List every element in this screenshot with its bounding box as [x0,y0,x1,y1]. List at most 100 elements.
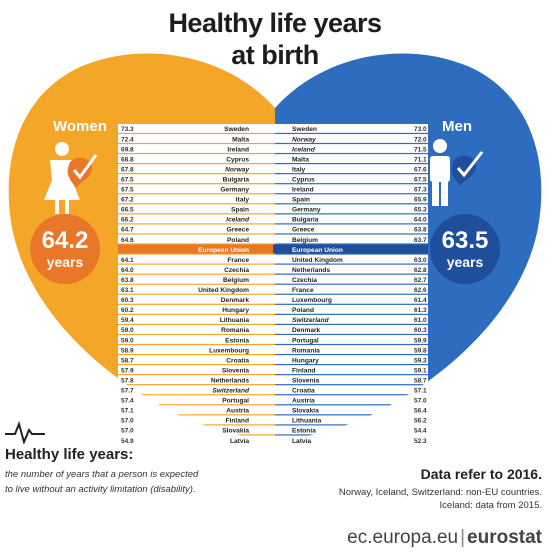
category-label: Spain [292,197,310,204]
category-label: Slovakia [292,408,319,415]
value-label: 57.8 [121,377,134,384]
row-bg [273,164,428,174]
category-label: Romania [221,327,249,334]
row-bg [273,184,428,194]
category-label: Hungary [292,357,319,364]
row-bg [273,375,428,385]
value-label: 57.9 [121,367,134,374]
category-label: Iceland [292,146,316,153]
value-label: 73.0 [414,126,427,133]
value-label: 64.1 [121,257,134,264]
category-label: Portugal [222,398,249,405]
value-label: 67.6 [414,166,427,173]
value-label: 63.8 [121,277,134,284]
category-label: Poland [292,307,314,314]
category-label: Finland [226,418,249,425]
men-heart-icon [451,155,476,186]
row-bg [118,194,273,204]
row-bg [118,425,273,435]
category-label: Germany [220,187,249,194]
value-label: 59.1 [414,367,427,374]
category-label: Italy [292,166,306,173]
row-bg [273,304,428,314]
category-label: Bulgaria [223,176,250,183]
legend-title: Healthy life years: [5,446,134,463]
category-label: Italy [236,197,250,204]
category-label: Greece [292,227,315,234]
row-bg [273,435,428,445]
row-bg [273,154,428,163]
category-label: Romania [292,347,320,354]
row-bg [118,124,273,133]
man-icon-head [433,139,447,153]
value-label: 59.8 [414,347,427,354]
category-label: Austria [226,408,249,415]
row-bg [118,345,273,354]
category-label: Greece [227,227,250,234]
category-label: Sweden [224,126,249,133]
row-bg [118,234,273,244]
category-label: Poland [227,237,249,244]
row-bg [273,204,428,214]
category-label: Denmark [292,327,321,334]
row-bg [118,395,273,405]
row-bg [273,385,428,395]
value-label: 71.5 [414,146,427,153]
value-label: 72.4 [121,136,134,143]
category-label: Slovenia [222,367,249,374]
value-label: 64.6 [121,237,134,244]
man-icon-leg [432,180,439,206]
row-bg [118,325,273,334]
woman-icon-head [55,142,69,156]
value-label: 63.8 [414,227,427,234]
category-label: Bulgaria [292,217,319,224]
value-label: 54.4 [414,428,427,435]
row-bg [273,284,428,294]
women-label: Women [53,118,107,135]
category-label: Slovenia [292,377,319,384]
women-check-icon [72,154,98,180]
row-bg [118,335,273,344]
row-bg [118,134,273,143]
category-label: Switzerland [292,317,330,324]
category-label: Malta [292,156,309,163]
row-bg [273,314,428,324]
row-bg [273,174,428,184]
value-label: 57.7 [121,388,134,395]
row-bg [273,415,428,425]
category-label: Ireland [227,146,249,153]
value-label: 57.1 [121,408,134,415]
men-unit: years [446,254,484,270]
footer-url[interactable]: ec.europa.eu [347,527,459,548]
footer: ec.europa.eu | eurostat [347,527,542,549]
women-value: 64.2 [41,227,89,254]
value-label: 59.0 [121,327,134,334]
category-label: European Union [198,247,249,254]
value-label: 62.8 [414,267,427,274]
category-label: Lithuania [220,317,250,324]
value-label: 69.8 [121,146,134,153]
value-label: 67.5 [121,187,134,194]
category-label: France [227,257,249,264]
value-label: 56.2 [414,418,427,425]
category-label: Portugal [292,337,319,344]
row-bg [118,224,273,234]
category-label: Belgium [223,277,249,284]
row-bg [273,325,428,334]
value-label: 66.2 [121,217,134,224]
women-heart-icon [67,157,92,188]
value-label: 57.4 [121,398,134,405]
icons-layer [44,139,484,214]
men-label: Men [442,118,472,135]
value-label: 60.3 [414,327,427,334]
category-label: Cyprus [226,156,249,163]
row-bg [118,284,273,294]
category-label: Latvia [292,438,311,445]
title-line-2: at birth [231,40,319,70]
value-label: 72.0 [414,136,427,143]
title-line-1: Healthy life years [168,8,382,38]
value-label: 67.5 [121,176,134,183]
value-label: 59.3 [414,357,427,364]
value-label: 60.2 [121,307,134,314]
